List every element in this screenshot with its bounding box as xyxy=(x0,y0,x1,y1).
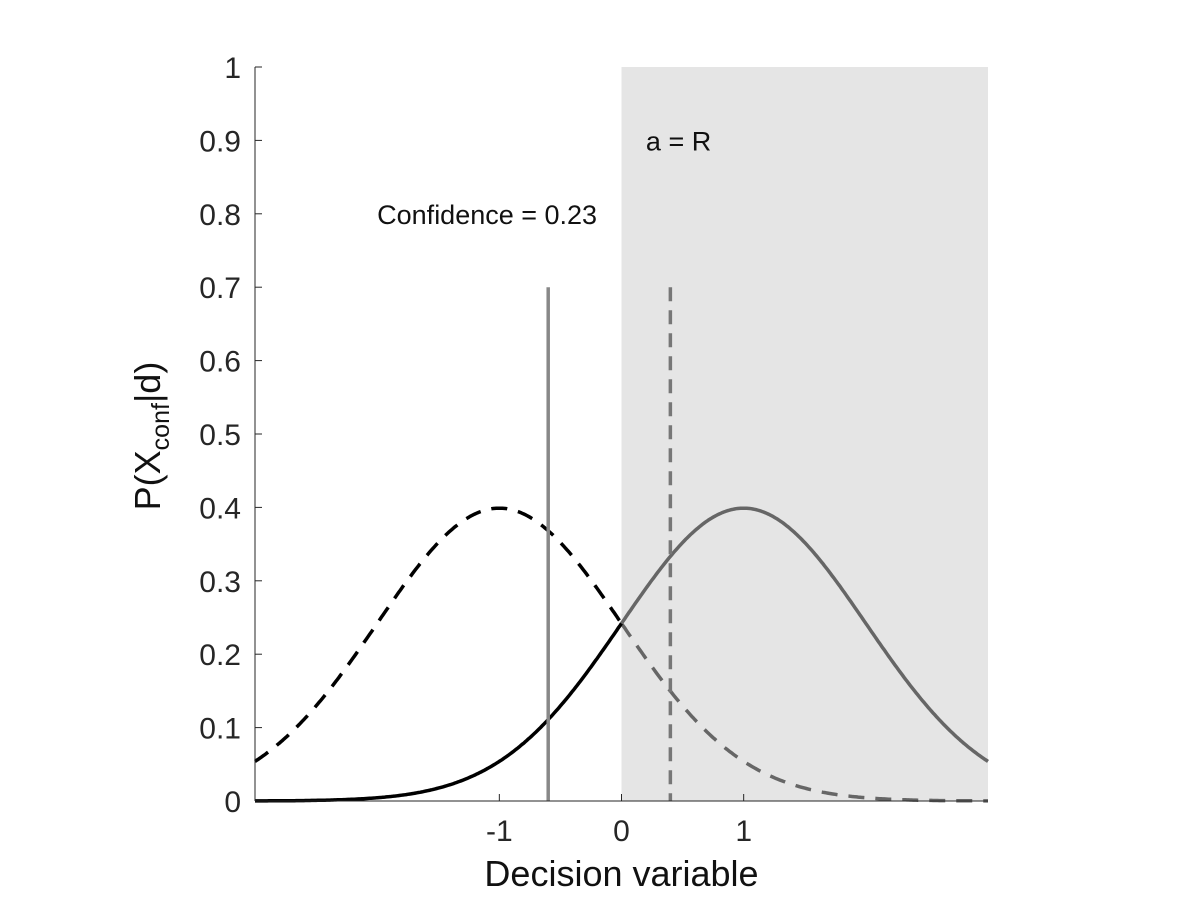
y-axis-title-main: P(X xyxy=(127,450,168,510)
y-axis-title-subscript: conf xyxy=(147,403,175,450)
x-tick-label: 1 xyxy=(735,815,752,848)
vertical-lines xyxy=(546,287,673,801)
series-dashed-curve-left xyxy=(254,506,623,763)
annotations: Confidence = 0.23 a = R xyxy=(377,126,711,229)
y-tick-label: 0.6 xyxy=(199,346,241,379)
x-tick-label: -1 xyxy=(486,815,513,848)
series-solid-curve-right xyxy=(620,506,989,763)
curves xyxy=(254,506,989,803)
x-ticks: -1 0 1 xyxy=(486,794,752,848)
y-tick-label: 0.3 xyxy=(199,566,241,599)
y-tick-label: 0.8 xyxy=(199,199,241,232)
x-axis-title: Decision variable xyxy=(484,853,758,894)
y-axis-title-tail: |d) xyxy=(127,362,168,403)
y-ticks: 0 0.1 0.2 0.3 0.4 0.5 0.6 0.7 0.8 0.9 1 xyxy=(199,52,262,819)
annotation-text: a = R xyxy=(646,126,711,156)
x-tick-label: 0 xyxy=(613,815,630,848)
y-tick-label: 0.5 xyxy=(199,419,241,452)
annotation-text: Confidence = 0.23 xyxy=(377,200,597,230)
shaded-region xyxy=(621,67,988,801)
y-tick-label: 1 xyxy=(224,52,241,85)
y-tick-label: 0.7 xyxy=(199,272,241,305)
y-tick-label: 0.9 xyxy=(199,125,241,158)
y-tick-label: 0 xyxy=(224,786,241,819)
y-tick-label: 0.1 xyxy=(199,713,241,746)
series-dashed-curve-right xyxy=(620,622,988,803)
series-solid-curve-left xyxy=(255,622,623,803)
y-tick-label: 0.2 xyxy=(199,639,241,672)
y-tick-label: 0.4 xyxy=(199,492,241,525)
y-axis-title: P(Xconf|d) xyxy=(127,362,175,511)
